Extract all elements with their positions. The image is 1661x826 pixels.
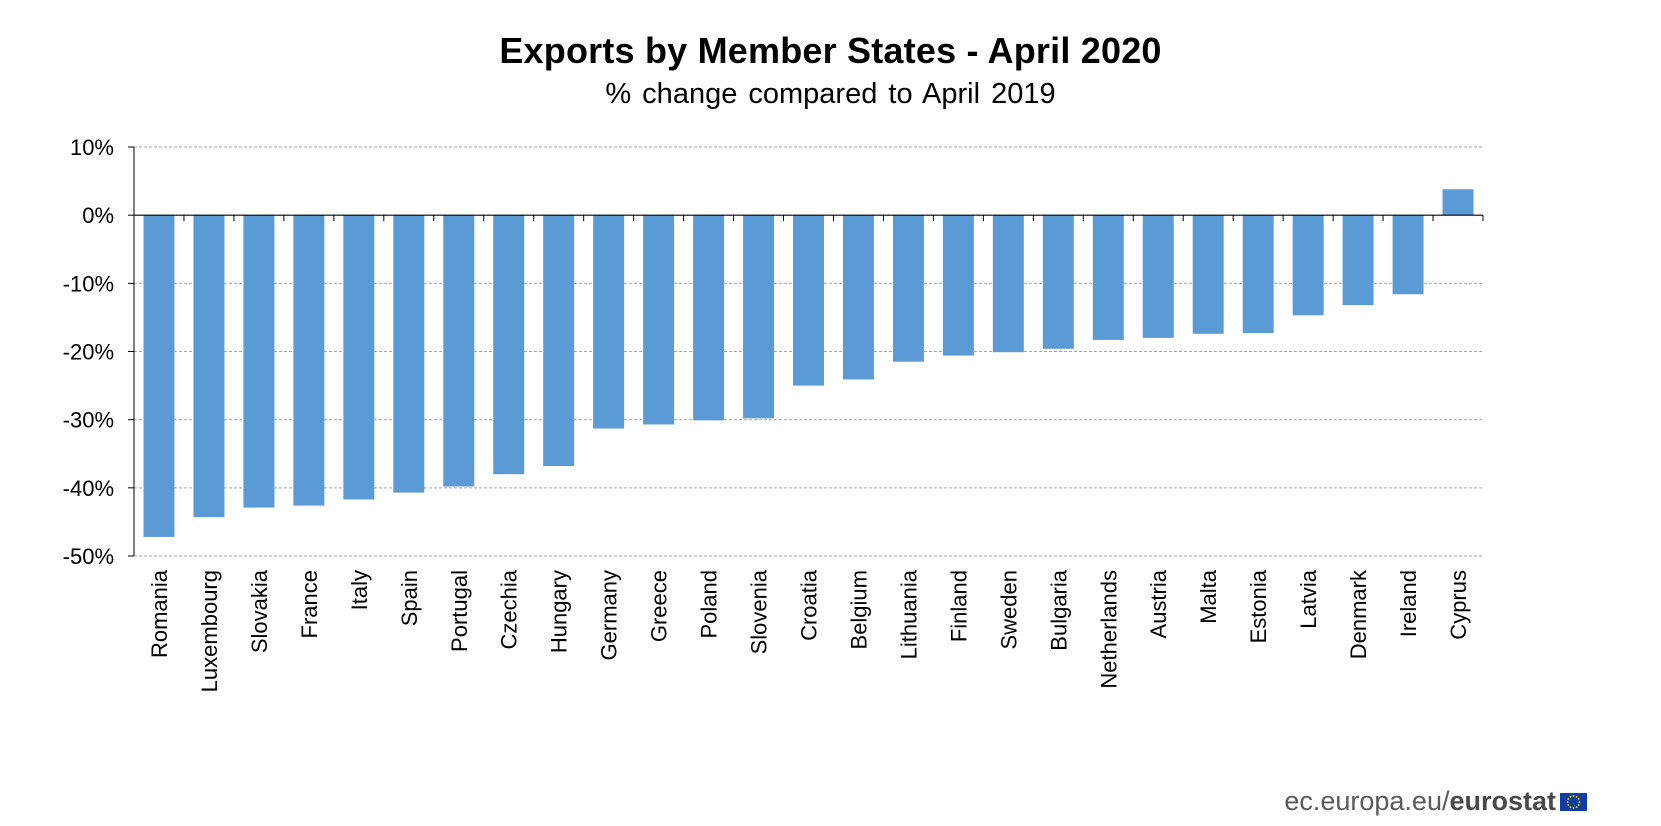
bar-spain bbox=[393, 215, 425, 493]
flag-star bbox=[1566, 800, 1569, 803]
flag-star bbox=[1569, 795, 1572, 798]
bar-ireland bbox=[1392, 215, 1424, 295]
eu-flag-icon bbox=[1560, 792, 1587, 811]
y-tick-label: 0% bbox=[82, 203, 114, 228]
flag-star bbox=[1578, 800, 1581, 803]
bar-cyprus bbox=[1442, 189, 1474, 216]
category-label: Portugal bbox=[447, 570, 472, 652]
bar-germany bbox=[593, 215, 625, 429]
y-tick-label: -30% bbox=[63, 408, 114, 433]
category-label: Poland bbox=[697, 570, 722, 639]
bar-italy bbox=[343, 215, 375, 500]
bar-hungary bbox=[543, 215, 575, 467]
category-label: Spain bbox=[397, 570, 422, 626]
chart-title: Exports by Member States - April 2020 bbox=[499, 30, 1162, 71]
x-axis-category-labels: Romania Luxembourg Slovakia France Italy Spai… bbox=[147, 569, 1471, 692]
category-label: Luxembourg bbox=[197, 570, 222, 692]
flag-star bbox=[1567, 797, 1570, 800]
bar-austria bbox=[1142, 215, 1174, 338]
category-label: Austria bbox=[1146, 569, 1171, 638]
flag-star bbox=[1572, 794, 1575, 797]
bar-luxembourg bbox=[193, 215, 225, 518]
bars bbox=[143, 189, 1474, 537]
source-footer: ec.europa.eu/eurostat bbox=[1284, 786, 1587, 817]
category-label: Sweden bbox=[996, 570, 1021, 650]
bar-croatia bbox=[793, 215, 824, 386]
y-tick-label: -20% bbox=[63, 340, 114, 365]
chart-subtitle: % change compared to April 2019 bbox=[605, 78, 1056, 110]
bar-belgium bbox=[842, 215, 874, 380]
source-site-text: ec.europa.eu/ bbox=[1284, 786, 1450, 816]
bar-czechia bbox=[493, 215, 525, 475]
flag-star bbox=[1567, 803, 1570, 806]
flag-star bbox=[1577, 797, 1580, 800]
flag-star bbox=[1572, 806, 1575, 809]
y-tick-label: -10% bbox=[63, 271, 114, 296]
bar-sweden bbox=[992, 215, 1024, 353]
category-label: Hungary bbox=[547, 570, 572, 653]
category-label: Germany bbox=[597, 570, 622, 660]
category-label: Denmark bbox=[1346, 569, 1371, 659]
flag-star bbox=[1575, 805, 1578, 808]
category-label: Belgium bbox=[846, 570, 871, 649]
bar-slovenia bbox=[743, 215, 775, 419]
category-label: Greece bbox=[647, 570, 672, 642]
bar-poland bbox=[693, 215, 725, 421]
category-label: Croatia bbox=[797, 569, 822, 641]
bar-denmark bbox=[1342, 215, 1374, 306]
flag-star bbox=[1569, 805, 1572, 808]
y-tick-label: 10% bbox=[70, 135, 114, 160]
bar-malta bbox=[1192, 215, 1224, 334]
category-label: Malta bbox=[1196, 569, 1221, 624]
flag-star bbox=[1577, 803, 1580, 806]
bar-slovakia bbox=[243, 215, 275, 508]
flag-star bbox=[1575, 795, 1578, 798]
category-label: Cyprus bbox=[1446, 570, 1471, 640]
bar-greece bbox=[643, 215, 675, 425]
bar-netherlands bbox=[1092, 215, 1124, 340]
category-label: Netherlands bbox=[1096, 570, 1121, 689]
bar-romania bbox=[143, 215, 175, 537]
category-label: Slovakia bbox=[247, 569, 272, 653]
category-label: Ireland bbox=[1396, 570, 1421, 637]
y-axis-tick-labels: 10% 0% -10% -20% -30% -40% -50% bbox=[63, 135, 114, 569]
category-label: Slovenia bbox=[747, 569, 772, 654]
bar-france bbox=[293, 215, 325, 506]
y-tick-label: -50% bbox=[63, 544, 114, 569]
bar-bulgaria bbox=[1042, 215, 1074, 349]
category-label: Czechia bbox=[497, 569, 522, 649]
bar-portugal bbox=[443, 215, 475, 487]
category-label: Romania bbox=[147, 569, 172, 658]
bar-lithuania bbox=[892, 215, 924, 362]
source-brand-text: eurostat bbox=[1449, 786, 1556, 816]
category-label: Bulgaria bbox=[1046, 569, 1071, 650]
category-label: Finland bbox=[946, 570, 971, 642]
category-label: Estonia bbox=[1246, 569, 1271, 643]
bar-estonia bbox=[1242, 215, 1274, 334]
category-label: Latvia bbox=[1296, 569, 1321, 628]
bar-finland bbox=[942, 215, 974, 356]
axes bbox=[128, 146, 1484, 557]
category-label: Italy bbox=[347, 570, 372, 610]
category-label: Lithuania bbox=[896, 569, 921, 659]
category-label: France bbox=[297, 570, 322, 638]
bar-latvia bbox=[1292, 215, 1324, 316]
y-tick-label: -40% bbox=[63, 476, 114, 501]
